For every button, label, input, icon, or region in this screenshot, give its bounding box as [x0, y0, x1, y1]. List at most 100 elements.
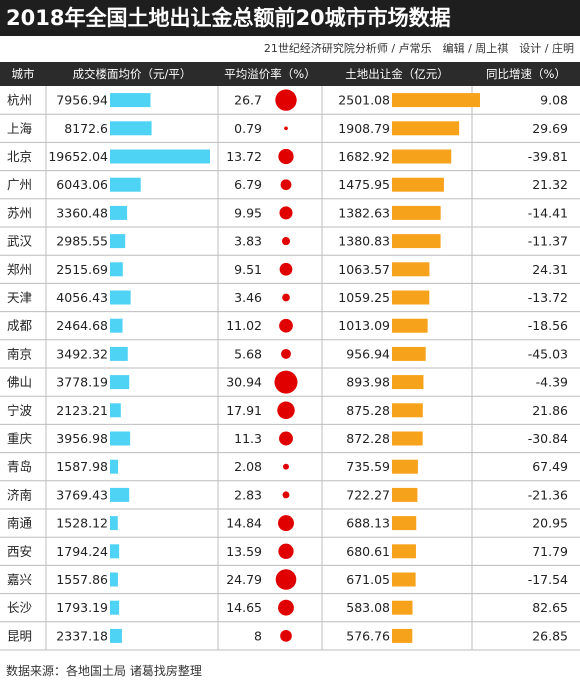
- price-bar: [110, 516, 118, 531]
- price-value: 3769.43: [56, 487, 108, 502]
- price-bar: [110, 628, 122, 643]
- data-table-chart: 城市 成交楼面均价（元/平） 平均溢价率（%） 土地出让金（亿元） 同比增速（%） 杭州 7…: [0, 62, 580, 651]
- premium-value: 9.95: [234, 205, 262, 220]
- yoy-value: 67.49: [532, 459, 568, 474]
- land-value: 735.59: [346, 459, 390, 474]
- yoy-value: -11.37: [528, 234, 568, 249]
- premium-value: 17.91: [226, 403, 262, 418]
- premium-dot: [275, 89, 297, 111]
- yoy-value: -30.84: [528, 431, 568, 446]
- premium-dot: [283, 463, 289, 470]
- header-row: [0, 62, 580, 86]
- land-value: 1908.79: [338, 121, 390, 136]
- city-name: 佛山: [7, 375, 32, 390]
- land-value: 875.28: [346, 403, 390, 418]
- price-bar: [110, 290, 131, 305]
- land-bar: [392, 318, 428, 333]
- price-bar: [110, 459, 119, 474]
- premium-value: 2.83: [234, 487, 262, 502]
- premium-value: 11.02: [226, 318, 262, 333]
- premium-value: 13.59: [226, 544, 262, 559]
- header-price: 成交楼面均价（元/平）: [73, 67, 192, 81]
- city-name: 成都: [7, 318, 33, 333]
- price-bar: [110, 544, 120, 559]
- yoy-value: -17.54: [528, 572, 568, 587]
- city-name: 武汉: [7, 234, 33, 249]
- price-bar: [110, 177, 141, 192]
- premium-value: 14.84: [226, 516, 262, 531]
- city-name: 北京: [7, 149, 32, 164]
- price-bar: [110, 600, 120, 615]
- premium-dot: [275, 569, 297, 590]
- city-name: 南通: [7, 516, 33, 531]
- land-value: 1013.09: [338, 318, 390, 333]
- land-value: 576.76: [346, 628, 390, 643]
- land-bar: [392, 205, 441, 220]
- price-bar: [110, 234, 126, 249]
- credits-line: 21世纪经济研究院分析师 / 卢常乐 编辑 / 周上祺 设计 / 庄明: [263, 42, 574, 55]
- land-bar: [392, 516, 417, 531]
- land-value: 2501.08: [338, 93, 390, 108]
- premium-dot: [274, 370, 298, 394]
- premium-dot: [281, 237, 291, 246]
- premium-dot: [281, 348, 291, 359]
- land-value: 1063.57: [338, 262, 390, 277]
- price-value: 2464.68: [56, 318, 108, 333]
- land-value: 1059.25: [338, 290, 390, 305]
- land-bar: [392, 290, 430, 305]
- yoy-value: 21.86: [532, 403, 568, 418]
- price-value: 8172.6: [64, 121, 108, 136]
- premium-value: 0.79: [234, 121, 262, 136]
- price-bar: [110, 149, 210, 164]
- price-value: 2515.69: [56, 262, 108, 277]
- price-bar: [110, 572, 118, 587]
- land-bar: [392, 346, 426, 361]
- land-value: 722.27: [346, 487, 390, 502]
- premium-value: 2.08: [234, 459, 262, 474]
- price-bar: [110, 431, 131, 446]
- land-bar: [392, 262, 430, 277]
- yoy-value: 21.32: [532, 177, 568, 192]
- land-bar: [392, 121, 460, 136]
- premium-dot: [282, 293, 290, 302]
- premium-value: 3.46: [234, 290, 262, 305]
- premium-value: 8: [254, 628, 262, 643]
- premium-value: 6.79: [234, 177, 262, 192]
- price-bar: [110, 205, 128, 220]
- price-value: 1793.19: [56, 600, 108, 615]
- yoy-value: -13.72: [528, 290, 568, 305]
- header-land: 土地出让金（亿元）: [345, 67, 449, 81]
- land-value: 1382.63: [338, 205, 390, 220]
- premium-value: 9.51: [234, 262, 262, 277]
- land-bar: [392, 459, 418, 474]
- premium-value: 24.79: [226, 572, 262, 587]
- land-bar: [392, 177, 444, 192]
- header-yoy: 同比增速（%）: [486, 67, 566, 81]
- price-value: 2985.55: [56, 234, 108, 249]
- price-value: 1587.98: [56, 459, 108, 474]
- premium-value: 26.7: [234, 93, 262, 108]
- premium-dot: [278, 515, 294, 532]
- yoy-value: 82.65: [532, 600, 568, 615]
- yoy-value: -21.36: [528, 487, 568, 502]
- premium-dot: [277, 401, 295, 420]
- land-value: 956.94: [346, 346, 390, 361]
- city-name: 宁波: [7, 403, 33, 418]
- city-name: 郑州: [7, 262, 32, 277]
- yoy-value: 26.85: [532, 628, 568, 643]
- price-value: 3956.98: [56, 431, 108, 446]
- premium-dot: [278, 148, 294, 165]
- land-bar: [392, 431, 423, 446]
- price-bar: [110, 93, 151, 108]
- price-value: 3360.48: [56, 205, 108, 220]
- land-bar: [392, 149, 452, 164]
- land-bar: [392, 544, 416, 559]
- land-bar: [392, 600, 413, 615]
- city-name: 嘉兴: [7, 572, 32, 587]
- premium-dot: [279, 262, 293, 276]
- city-name: 杭州: [7, 93, 32, 108]
- city-name: 南京: [7, 346, 32, 361]
- price-value: 1528.12: [56, 516, 108, 531]
- yoy-value: 20.95: [532, 516, 568, 531]
